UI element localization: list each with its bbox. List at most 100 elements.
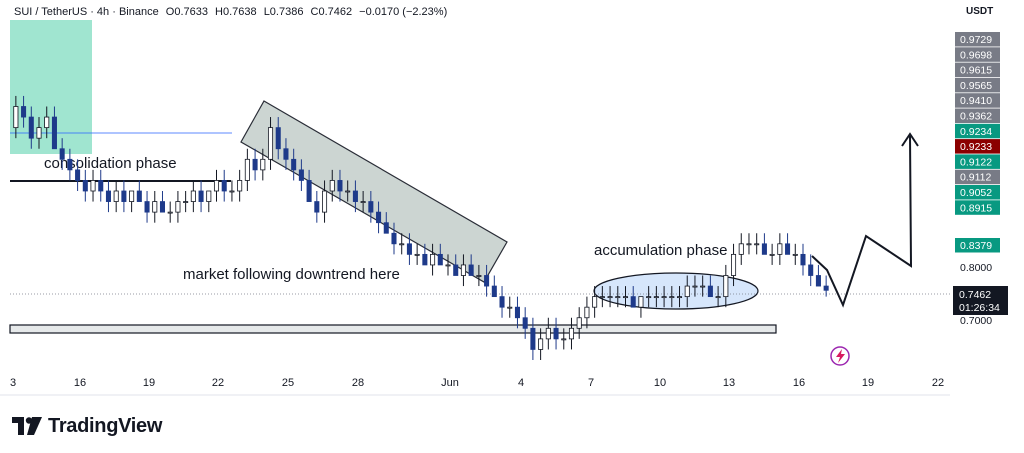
price-label-box — [955, 154, 1000, 169]
candle-body — [329, 180, 335, 192]
x-tick-label: 16 — [793, 377, 805, 389]
candle-body — [221, 180, 227, 192]
candle-body — [206, 190, 212, 202]
candle-body — [337, 180, 343, 192]
candle-body — [283, 148, 289, 160]
candle-body — [129, 190, 135, 202]
candle-body — [36, 127, 42, 139]
x-tick-label: 7 — [588, 377, 594, 389]
x-tick-label: 10 — [654, 377, 666, 389]
candle-body — [183, 201, 189, 203]
candle-body — [44, 116, 50, 129]
candle-body — [376, 211, 382, 224]
price-label-box — [955, 108, 1000, 123]
price-label-box — [955, 62, 1000, 78]
symbol-header: SUI / TetherUS · 4h · Binance O0.7633 H0… — [14, 6, 451, 18]
brand-footer[interactable]: TradingView — [12, 412, 162, 440]
candle-body — [159, 201, 166, 213]
candle-body — [90, 180, 96, 192]
x-tick-label: 25 — [282, 377, 294, 389]
candle-body — [306, 180, 312, 202]
candle-body — [638, 296, 644, 308]
candle-body — [553, 327, 559, 340]
candle-series — [13, 95, 829, 360]
candle-body — [167, 211, 173, 214]
x-tick-label: 19 — [862, 377, 874, 389]
ohlc-low: L0.7386 — [263, 6, 304, 18]
currency-label[interactable]: USDT — [966, 6, 994, 17]
candle-body — [406, 243, 412, 255]
lightning-icon[interactable] — [830, 346, 850, 366]
candle-body — [545, 327, 551, 340]
candle-body — [28, 116, 34, 139]
x-tick-label: 19 — [143, 377, 155, 389]
price-label-box — [955, 47, 1000, 62]
candle-body — [322, 190, 328, 213]
price-label-box — [955, 238, 1000, 253]
x-tick-label: 3 — [10, 377, 16, 389]
candle-body — [476, 275, 482, 277]
candle-body — [67, 158, 73, 171]
candle-body — [777, 243, 783, 255]
x-tick-label: 22 — [212, 377, 224, 389]
price-label-box — [955, 139, 1000, 154]
candle-body — [298, 169, 304, 181]
candle-body — [360, 201, 366, 203]
candle-body — [98, 180, 104, 192]
candle-body — [460, 264, 466, 276]
price-label: 0.9698 — [960, 49, 992, 61]
candle-body — [576, 317, 582, 329]
candle-body — [538, 338, 544, 350]
price-axis[interactable]: 0.9729 0.9698 0.9615 0.9565 0.9410 0.9362 0.92… — [953, 32, 1008, 327]
symbol-label: SUI / TetherUS · 4h · Binance — [14, 6, 159, 18]
candle-body — [815, 275, 821, 287]
candle-body — [244, 158, 250, 181]
candle-body — [152, 201, 158, 213]
candle-body — [267, 127, 274, 160]
x-tick-label: 22 — [932, 377, 944, 389]
candle-body — [692, 285, 698, 288]
ohlc-open: O0.7633 — [165, 6, 208, 18]
chart-panel[interactable]: SUI / TetherUS · 4h · Binance O0.7633 H0… — [0, 0, 1024, 400]
candle-body — [754, 243, 760, 246]
candle-body — [530, 327, 536, 350]
candle-body — [105, 190, 111, 202]
candle-body — [715, 296, 721, 299]
projection-arrowhead — [901, 132, 919, 147]
candle-body — [175, 201, 181, 213]
candle-body — [738, 243, 744, 255]
downtrend-label: market following downtrend here — [183, 266, 400, 283]
candle-body — [622, 296, 629, 299]
x-tick-label: 28 — [352, 377, 364, 389]
price-label-box — [955, 200, 1000, 215]
ohlc-high: H0.7638 — [215, 6, 257, 18]
candle-body — [630, 296, 636, 308]
time-axis[interactable]: 3 16 19 22 25 28 Jun 4 7 10 13 16 19 22 — [10, 377, 944, 389]
candle-body — [661, 296, 667, 299]
price-label: 0.9615 — [960, 65, 992, 77]
candle-body — [198, 190, 204, 202]
price-label: 0.9565 — [960, 80, 992, 92]
price-label: 0.8000 — [960, 262, 992, 274]
brand-name: TradingView — [48, 414, 163, 437]
candle-body — [646, 296, 652, 299]
candle-body — [615, 296, 621, 299]
candle-body — [21, 106, 27, 118]
projection-path — [811, 135, 913, 308]
candle-body — [430, 253, 436, 266]
candle-body — [368, 201, 374, 213]
candle-body — [75, 169, 81, 181]
candle-body — [568, 327, 575, 340]
price-label: 0.9233 — [960, 141, 992, 153]
x-tick-label: 4 — [518, 377, 524, 389]
price-chart[interactable]: consolidation phase market following dow… — [0, 0, 1024, 400]
countdown-label: 01:26:34 — [959, 302, 1000, 314]
candle-body — [484, 275, 490, 287]
candle-body — [746, 243, 752, 246]
candle-body — [51, 116, 57, 150]
candle-body — [445, 264, 451, 267]
consolidation-zone — [10, 20, 92, 154]
price-label-box — [955, 185, 1000, 200]
candle-body — [584, 306, 590, 319]
candle-body — [808, 264, 814, 276]
